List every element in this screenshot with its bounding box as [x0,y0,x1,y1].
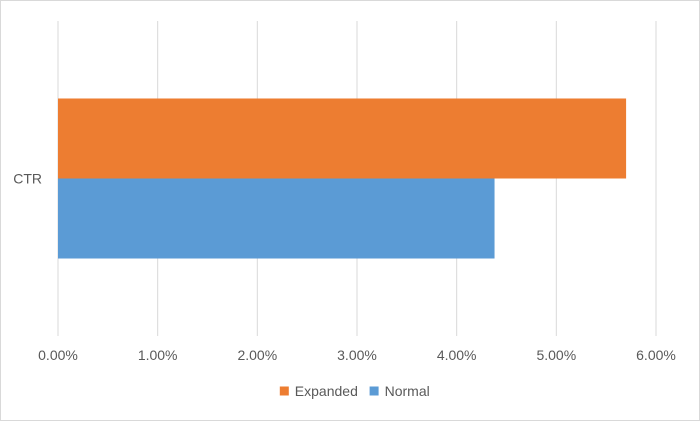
y-axis-category-labels: CTR [13,171,42,187]
x-tick-label-1: 1.00% [138,347,178,363]
x-tick-label-2: 2.00% [237,347,277,363]
category-label-0: CTR [13,171,42,187]
x-tick-label-4: 4.00% [437,347,477,363]
bar-expanded-ctr [58,98,627,179]
x-axis-tick-labels: 0.00% 1.00% 2.00% 3.00% 4.00% 5.00% 6.00% [38,347,676,363]
legend-label-expanded: Expanded [295,383,358,399]
legend-label-normal: Normal [385,383,430,399]
legend-swatch-expanded [279,386,289,396]
bar-normal-ctr [58,178,495,259]
x-tick-label-5: 5.00% [536,347,576,363]
legend: Expanded Normal [279,383,430,399]
x-tick-label-0: 0.00% [38,347,78,363]
x-tick-label-6: 6.00% [636,347,676,363]
legend-swatch-normal [369,386,379,396]
x-tick-label-3: 3.00% [337,347,377,363]
bars [58,98,627,259]
